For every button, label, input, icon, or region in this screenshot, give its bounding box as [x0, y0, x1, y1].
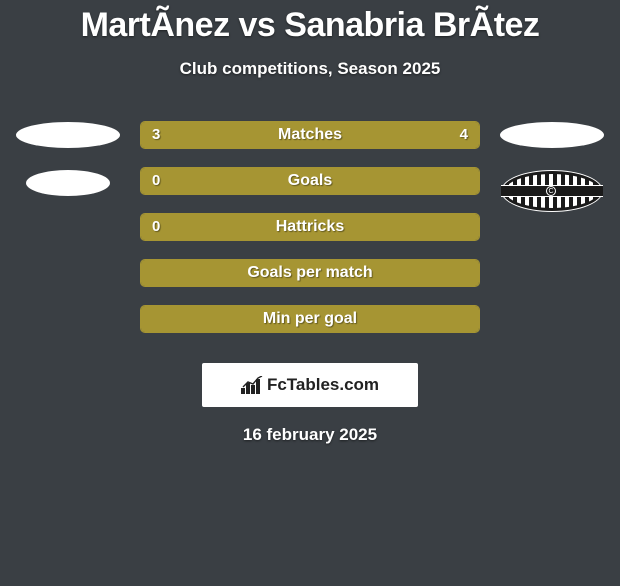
stats-area: Matches34Goals0Hattricks0Goals per match… [0, 121, 620, 351]
comparison-title: MartÃ­nez vs Sanabria BrÃ­tez [0, 6, 620, 45]
stat-bar-right-fill [141, 306, 479, 332]
stat-row: Goals per match [0, 259, 620, 305]
stat-bar-track [140, 121, 480, 149]
stat-bar-left-fill [141, 122, 276, 148]
stat-row: Goals0 [0, 167, 620, 213]
stat-bar-right-fill [141, 168, 479, 194]
stat-bar-track [140, 305, 480, 333]
brand-bars-icon [241, 376, 263, 394]
stat-bar-right-fill [141, 260, 479, 286]
stat-row: Hattricks0 [0, 213, 620, 259]
brand-banner: FcTables.com [202, 363, 418, 407]
comparison-date: 16 february 2025 [0, 425, 620, 445]
stat-bar-right-fill [141, 214, 479, 240]
stat-row: Matches34 [0, 121, 620, 167]
brand-label: FcTables.com [267, 375, 379, 395]
stat-row: Min per goal [0, 305, 620, 351]
stat-bar-track [140, 167, 480, 195]
stat-bar-track [140, 213, 480, 241]
stat-bar-track [140, 259, 480, 287]
comparison-subtitle: Club competitions, Season 2025 [0, 59, 620, 79]
stat-bar-right-fill [276, 122, 479, 148]
club-initial-icon: C [546, 186, 556, 196]
